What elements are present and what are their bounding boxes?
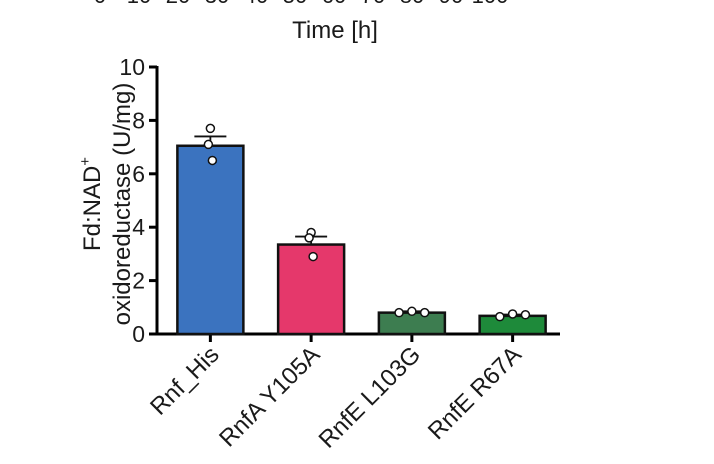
data-point xyxy=(304,233,314,243)
partial-top-x-tick-label: 0 xyxy=(94,0,106,8)
partial-top-x-tick-label: 60 xyxy=(322,0,346,8)
x-tick-label: Rnf_His xyxy=(145,341,224,420)
x-tick-label: RnfA Y105A xyxy=(214,341,325,452)
y-axis-label-line2: oxidoreductase (U/mg) xyxy=(109,83,136,326)
data-point xyxy=(407,306,417,317)
partial-top-x-tick-label: 30 xyxy=(205,0,229,8)
y-tick-label: 4 xyxy=(132,214,145,240)
data-point xyxy=(507,309,518,319)
partial-top-x-tick-label: 20 xyxy=(166,0,190,8)
data-point xyxy=(495,311,505,322)
x-tick-label: RnfE R67A xyxy=(423,341,527,445)
data-point xyxy=(394,307,404,318)
partial-top-x-axis-label: Time [h] xyxy=(292,17,378,44)
data-point xyxy=(205,123,216,134)
data-point xyxy=(308,251,318,262)
bars xyxy=(176,123,547,336)
y-axis-label: Fd:NAD+ xyxy=(77,157,106,251)
x-tick-label: RnfE L103G xyxy=(314,341,426,453)
partial-top-x-tick-labels: 0 10 20 30 40 50 60 70 80 90 100 xyxy=(94,0,508,8)
partial-top-x-tick-label: 10 xyxy=(127,0,151,8)
partial-top-x-tick-label: 80 xyxy=(400,0,424,8)
y-tick-labels: 0 2 4 6 8 10 xyxy=(119,54,145,347)
y-tick-label: 6 xyxy=(132,161,145,187)
bar xyxy=(176,144,245,336)
data-point xyxy=(419,307,430,318)
y-axis-label-line1: Fd:NAD xyxy=(79,166,106,251)
data-point xyxy=(520,310,531,320)
y-tick-label: 8 xyxy=(132,107,145,133)
partial-top-x-tick-label: 90 xyxy=(439,0,463,8)
partial-top-x-tick-label: 70 xyxy=(361,0,385,8)
y-tick-label: 2 xyxy=(132,268,145,294)
data-point xyxy=(207,155,218,166)
y-tick-label: 0 xyxy=(132,321,145,347)
y-axis-label-superscript: + xyxy=(77,157,94,166)
partial-top-x-tick-label: 40 xyxy=(244,0,268,8)
partial-top-x-tick-label: 100 xyxy=(472,0,509,8)
partial-top-x-tick-label: 50 xyxy=(283,0,307,8)
y-tick-label: 10 xyxy=(119,54,145,80)
data-point xyxy=(203,139,214,150)
